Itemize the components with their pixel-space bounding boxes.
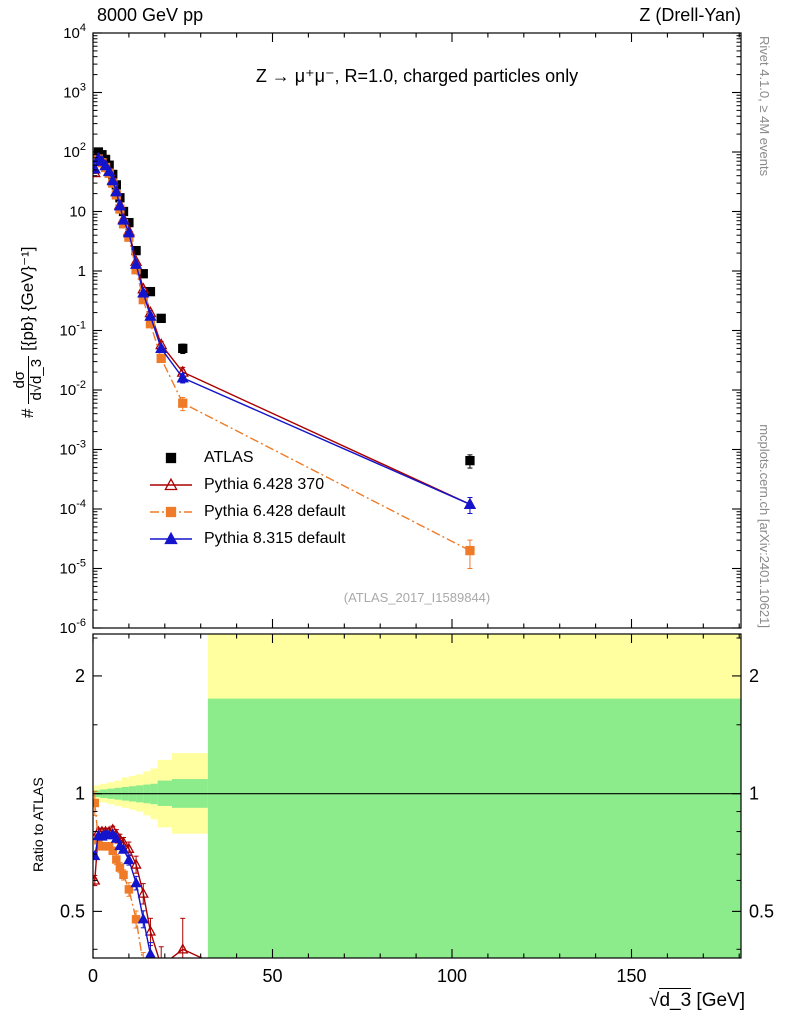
y-label-prefix: # xyxy=(18,408,38,418)
svg-text:100: 100 xyxy=(437,966,467,986)
y-label-denominator: d√d_3 xyxy=(27,355,45,404)
svg-text:0.5: 0.5 xyxy=(60,901,85,921)
svg-text:10: 10 xyxy=(69,204,86,221)
svg-text:1: 1 xyxy=(749,784,759,804)
y-axis-label-main: # dσ d√d_3 [{pb} {GeV}⁻¹] xyxy=(11,246,45,418)
legend-label-pythia6-default: Pythia 6.428 default xyxy=(204,502,346,520)
legend-item-atlas: ATLAS xyxy=(148,444,345,471)
y-label-units: [{pb} {GeV}⁻¹] xyxy=(18,246,38,351)
svg-text:1: 1 xyxy=(75,784,85,804)
y-label-fraction: dσ d√d_3 xyxy=(11,355,45,404)
svg-text:10-2: 10-2 xyxy=(60,379,86,399)
legend-label-pythia8-default: Pythia 8.315 default xyxy=(204,529,346,547)
legend: ATLAS Pythia 6.428 370 Pythia 6.428 defa… xyxy=(148,444,345,552)
svg-text:10-5: 10-5 xyxy=(60,558,86,578)
svg-text:10-6: 10-6 xyxy=(60,617,86,637)
legend-label-atlas: ATLAS xyxy=(204,448,254,466)
svg-text:104: 104 xyxy=(63,22,86,42)
legend-marker-atlas xyxy=(148,447,194,469)
svg-text:102: 102 xyxy=(63,141,86,161)
sqrt-symbol: √ xyxy=(649,990,660,1011)
y-label-numerator: dσ xyxy=(11,370,28,389)
svg-text:2: 2 xyxy=(75,666,85,686)
legend-marker-pythia6-370 xyxy=(148,474,194,496)
process-label: Z (Drell-Yan) xyxy=(639,5,741,25)
svg-text:50: 50 xyxy=(262,966,282,986)
svg-text:10-3: 10-3 xyxy=(60,439,86,459)
x-axis-label: √d_3 [GeV] xyxy=(649,988,745,1012)
mcplots-credit-label: mcplots.cern.ch [arXiv:2401.10621] xyxy=(757,424,772,628)
svg-text:10-1: 10-1 xyxy=(60,320,86,340)
legend-item-pythia6-default: Pythia 6.428 default xyxy=(148,498,345,525)
legend-marker-pythia8-default xyxy=(148,528,194,550)
legend-item-pythia6-370: Pythia 6.428 370 xyxy=(148,471,345,498)
legend-label-pythia6-370: Pythia 6.428 370 xyxy=(204,475,325,493)
plot-title: Z → μ⁺μ⁻, R=1.0, charged particles only xyxy=(255,66,579,86)
beam-energy-label: 8000 GeV pp xyxy=(97,5,204,25)
svg-text:0.5: 0.5 xyxy=(749,901,774,921)
y-axis-label-ratio: Ratio to ATLAS xyxy=(30,777,46,872)
x-label-argument: d_3 xyxy=(659,988,692,1011)
svg-text:2: 2 xyxy=(749,666,759,686)
legend-marker-pythia6-default xyxy=(148,501,194,523)
legend-item-pythia8-default: Pythia 8.315 default xyxy=(148,525,345,552)
rivet-version-label: Rivet 4.1.0, ≥ 4M events xyxy=(757,36,772,177)
x-label-units: [GeV] xyxy=(691,990,745,1011)
svg-text:10-4: 10-4 xyxy=(60,498,86,518)
svg-text:150: 150 xyxy=(616,966,646,986)
svg-text:103: 103 xyxy=(63,82,86,102)
analysis-watermark: (ATLAS_2017_I1589844) xyxy=(343,590,491,605)
svg-text:0: 0 xyxy=(88,966,98,986)
svg-text:1: 1 xyxy=(78,263,86,280)
